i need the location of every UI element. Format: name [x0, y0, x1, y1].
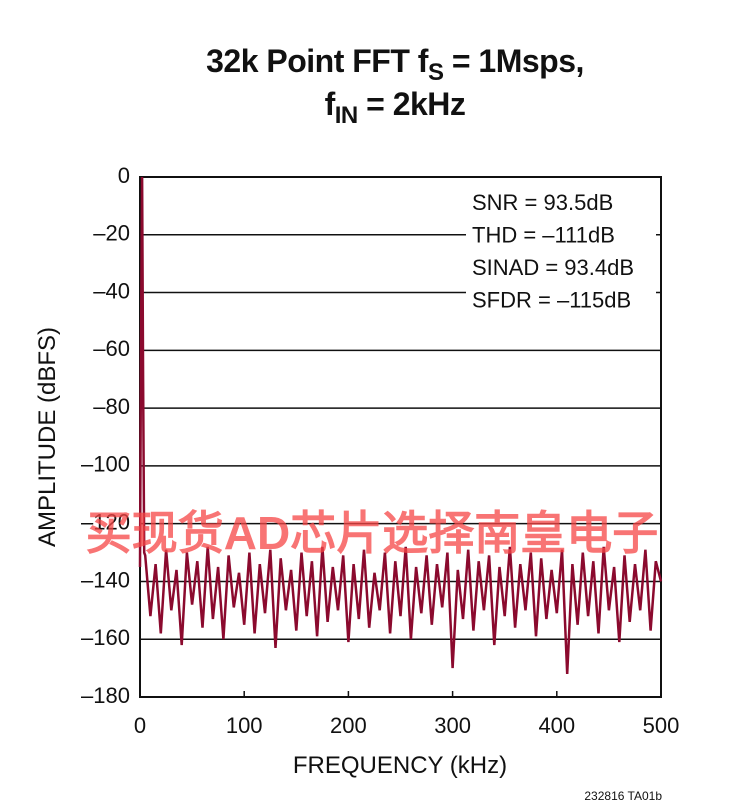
x-axis-label: FREQUENCY (kHz) [293, 752, 507, 779]
x-tick-label: 300 [434, 713, 471, 738]
y-axis-label: AMPLITUDE (dBFS) [34, 327, 61, 547]
spectrum-line [138, 176, 663, 674]
y-tick-label: –180 [81, 683, 130, 708]
y-tick-label: 0 [118, 163, 130, 188]
footnote: 232816 TA01b [584, 789, 662, 803]
title-part: f [325, 86, 336, 122]
title-part: 32k Point FFT f [206, 43, 429, 79]
watermark: 买现货AD芯片选择南皇电子 [86, 507, 658, 559]
y-tick-label: –160 [81, 625, 130, 650]
x-tick-label: 500 [643, 713, 680, 738]
y-tick-label: –140 [81, 567, 130, 592]
x-tick-label: 200 [330, 713, 367, 738]
title-part: IN [335, 102, 358, 129]
y-tick-label: –40 [93, 278, 130, 303]
title-part: S [428, 59, 444, 86]
x-tick-label: 100 [226, 713, 263, 738]
y-tick-label: –80 [93, 394, 130, 419]
chart-title: 32k Point FFT fS = 1Msps, [206, 43, 584, 86]
chart-title: fIN = 2kHz [325, 86, 466, 129]
annotation: SINAD = 93.4dB [472, 255, 634, 280]
annotation: SNR = 93.5dB [472, 190, 613, 215]
title-part: = 2kHz [358, 86, 466, 122]
annotation: SFDR = –115dB [472, 287, 631, 312]
x-tick-label: 400 [538, 713, 575, 738]
title-part: = 1Msps, [443, 43, 583, 79]
x-tick-label: 0 [134, 713, 146, 738]
y-tick-label: –60 [93, 336, 130, 361]
y-tick-label: –20 [93, 221, 130, 246]
y-tick-label: –100 [81, 452, 130, 477]
y-tick-label: –120 [81, 509, 130, 534]
annotation: THD = –111dB [472, 222, 615, 247]
annotation-box [466, 188, 656, 316]
